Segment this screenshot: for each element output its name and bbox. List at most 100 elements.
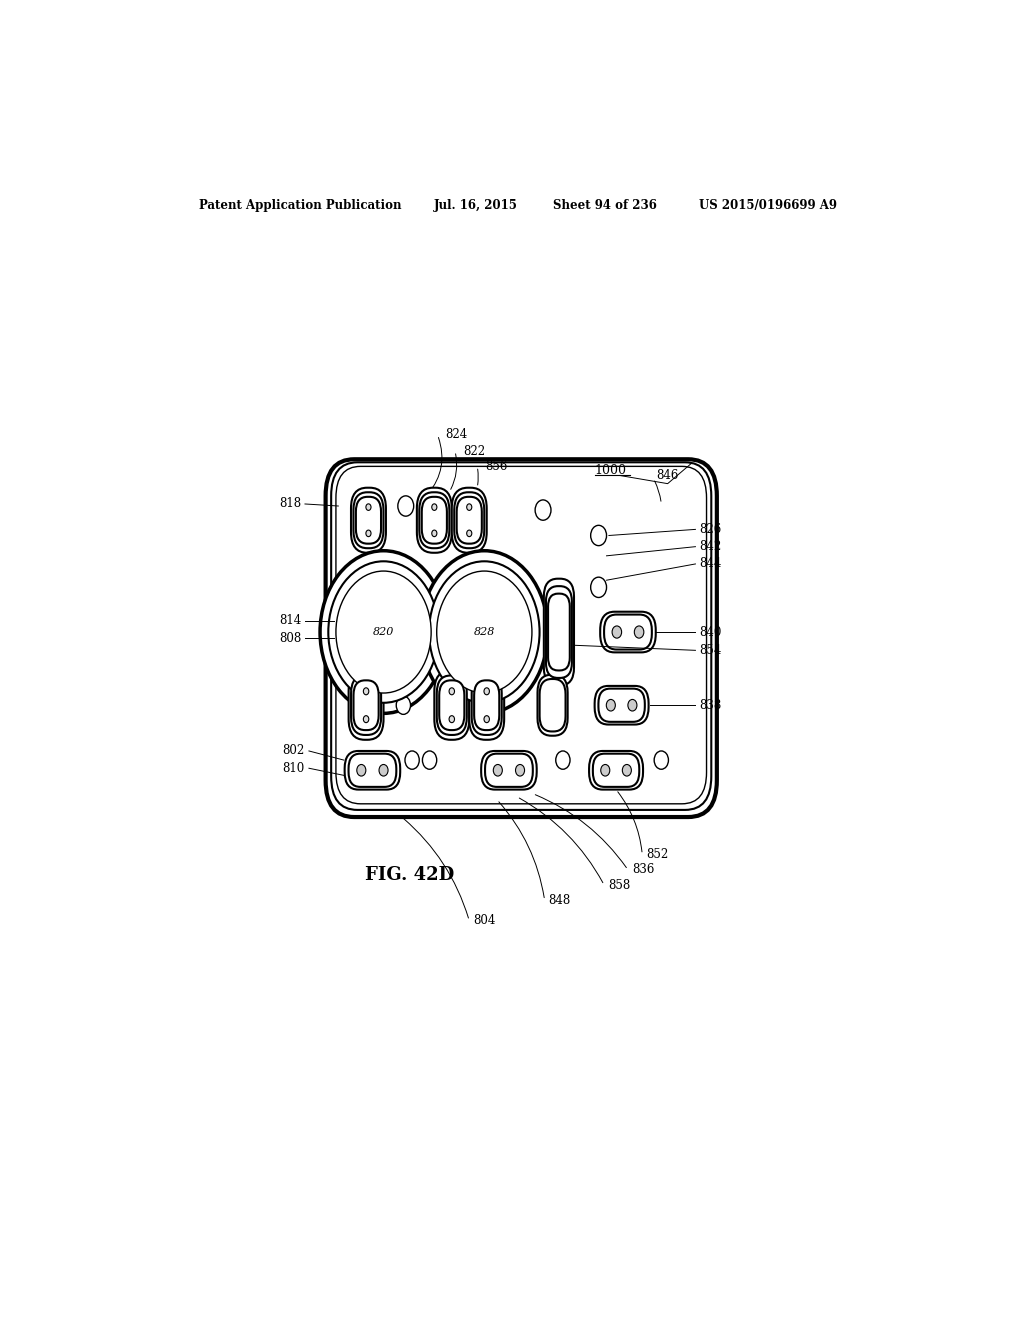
Circle shape: [467, 504, 472, 511]
Circle shape: [623, 764, 632, 776]
FancyBboxPatch shape: [345, 751, 400, 789]
Text: 838: 838: [699, 698, 722, 711]
FancyBboxPatch shape: [437, 676, 467, 735]
Circle shape: [436, 572, 531, 693]
Circle shape: [494, 764, 503, 776]
Text: 854: 854: [699, 644, 722, 657]
Circle shape: [396, 696, 411, 714]
FancyBboxPatch shape: [540, 678, 565, 731]
FancyBboxPatch shape: [595, 686, 648, 725]
Text: Patent Application Publication: Patent Application Publication: [200, 199, 402, 213]
Text: 856: 856: [485, 459, 508, 473]
Circle shape: [366, 504, 371, 511]
Text: US 2015/0196699 A9: US 2015/0196699 A9: [699, 199, 838, 213]
Circle shape: [404, 751, 419, 770]
Text: 828: 828: [474, 627, 495, 638]
Circle shape: [429, 561, 540, 702]
FancyBboxPatch shape: [331, 462, 712, 810]
Circle shape: [606, 700, 615, 711]
Circle shape: [601, 764, 610, 776]
Circle shape: [628, 700, 637, 711]
Circle shape: [364, 715, 369, 722]
FancyBboxPatch shape: [348, 671, 384, 739]
FancyBboxPatch shape: [353, 492, 383, 548]
Text: 848: 848: [549, 894, 570, 907]
Circle shape: [591, 525, 606, 545]
Text: FIG. 42D: FIG. 42D: [366, 866, 455, 884]
FancyBboxPatch shape: [481, 751, 537, 789]
Text: Sheet 94 of 236: Sheet 94 of 236: [553, 199, 656, 213]
FancyBboxPatch shape: [422, 496, 446, 544]
FancyBboxPatch shape: [544, 578, 574, 685]
Text: 802: 802: [283, 744, 305, 758]
FancyBboxPatch shape: [546, 586, 571, 678]
Text: Jul. 16, 2015: Jul. 16, 2015: [433, 199, 517, 213]
Circle shape: [432, 531, 437, 537]
FancyBboxPatch shape: [419, 492, 450, 548]
Circle shape: [321, 550, 447, 713]
Circle shape: [536, 500, 551, 520]
Circle shape: [556, 751, 570, 770]
Text: 808: 808: [279, 632, 301, 644]
FancyBboxPatch shape: [348, 754, 396, 787]
Circle shape: [397, 496, 414, 516]
Text: 1000: 1000: [595, 463, 627, 477]
FancyBboxPatch shape: [351, 676, 381, 735]
FancyBboxPatch shape: [353, 680, 379, 730]
FancyBboxPatch shape: [326, 459, 717, 817]
FancyBboxPatch shape: [589, 751, 643, 789]
Circle shape: [432, 504, 437, 511]
Text: 804: 804: [473, 915, 496, 927]
Text: 836: 836: [632, 863, 654, 876]
Circle shape: [329, 561, 438, 702]
Circle shape: [366, 531, 371, 537]
FancyBboxPatch shape: [474, 680, 500, 730]
FancyBboxPatch shape: [604, 615, 652, 649]
FancyBboxPatch shape: [417, 487, 452, 553]
FancyBboxPatch shape: [485, 754, 532, 787]
FancyBboxPatch shape: [351, 487, 386, 553]
Text: 840: 840: [699, 626, 722, 639]
Text: 822: 822: [463, 445, 485, 458]
FancyBboxPatch shape: [469, 671, 504, 739]
Circle shape: [515, 764, 524, 776]
FancyBboxPatch shape: [356, 496, 381, 544]
Circle shape: [467, 531, 472, 537]
Circle shape: [612, 626, 622, 638]
Text: 846: 846: [656, 469, 679, 482]
Circle shape: [421, 550, 548, 713]
FancyBboxPatch shape: [336, 466, 707, 804]
Text: 858: 858: [608, 879, 631, 891]
FancyBboxPatch shape: [593, 754, 639, 787]
Circle shape: [336, 572, 431, 693]
Circle shape: [450, 688, 455, 694]
FancyBboxPatch shape: [439, 680, 464, 730]
FancyBboxPatch shape: [457, 496, 482, 544]
Circle shape: [591, 577, 606, 598]
Text: 824: 824: [445, 429, 468, 441]
Circle shape: [379, 764, 388, 776]
FancyBboxPatch shape: [598, 689, 645, 722]
Circle shape: [450, 715, 455, 722]
Text: 820: 820: [373, 627, 394, 638]
Text: 852: 852: [646, 849, 669, 861]
Circle shape: [484, 715, 489, 722]
Circle shape: [423, 751, 436, 770]
FancyBboxPatch shape: [455, 492, 484, 548]
FancyBboxPatch shape: [452, 487, 486, 553]
Text: 842: 842: [699, 540, 722, 553]
Text: 818: 818: [279, 498, 301, 511]
Circle shape: [654, 751, 669, 770]
Text: 814: 814: [279, 614, 301, 627]
Circle shape: [634, 626, 644, 638]
Text: 810: 810: [283, 762, 305, 775]
Text: 844: 844: [699, 557, 722, 570]
Text: 826: 826: [699, 523, 722, 536]
FancyBboxPatch shape: [538, 675, 567, 735]
FancyBboxPatch shape: [434, 671, 469, 739]
Circle shape: [364, 688, 369, 694]
FancyBboxPatch shape: [548, 594, 569, 671]
Circle shape: [356, 764, 366, 776]
FancyBboxPatch shape: [600, 611, 655, 652]
Circle shape: [484, 688, 489, 694]
